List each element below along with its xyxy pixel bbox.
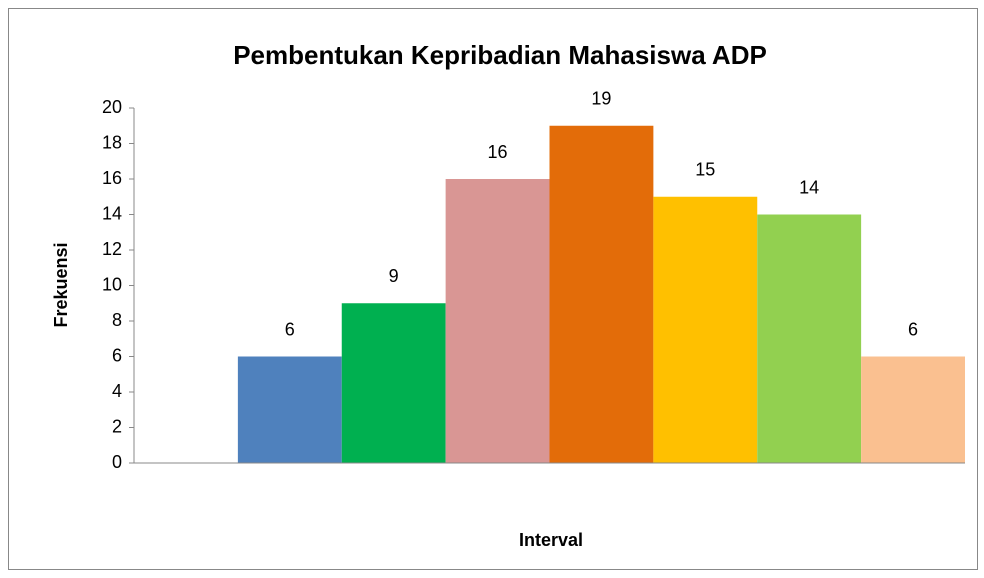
y-tick-label: 12 xyxy=(102,239,122,259)
data-label: 19 xyxy=(591,89,611,109)
data-label: 15 xyxy=(695,160,715,180)
y-tick-label: 18 xyxy=(102,132,122,152)
y-tick-label: 6 xyxy=(112,345,122,365)
y-tick-label: 14 xyxy=(102,203,122,223)
bar xyxy=(341,303,446,463)
y-tick-label: 20 xyxy=(102,97,122,117)
bar xyxy=(445,179,550,463)
bar xyxy=(237,356,342,463)
y-tick-label: 16 xyxy=(102,168,122,188)
data-label: 6 xyxy=(908,319,918,339)
chart-title: Pembentukan Kepribadian Mahasiswa ADP xyxy=(233,40,767,70)
data-label: 16 xyxy=(488,142,508,162)
data-label: 14 xyxy=(799,177,819,197)
y-tick-label: 4 xyxy=(112,381,122,401)
y-tick-label: 0 xyxy=(112,452,122,472)
y-tick-label: 10 xyxy=(102,274,122,294)
x-axis-label: Interval xyxy=(519,530,583,550)
y-tick-label: 8 xyxy=(112,310,122,330)
bar xyxy=(549,125,654,463)
data-label: 9 xyxy=(389,266,399,286)
data-label: 6 xyxy=(285,319,295,339)
y-axis-label: Frekuensi xyxy=(51,242,71,327)
bar xyxy=(757,214,862,463)
y-tick-label: 2 xyxy=(112,416,122,436)
bar xyxy=(653,196,758,463)
bar xyxy=(861,356,965,463)
